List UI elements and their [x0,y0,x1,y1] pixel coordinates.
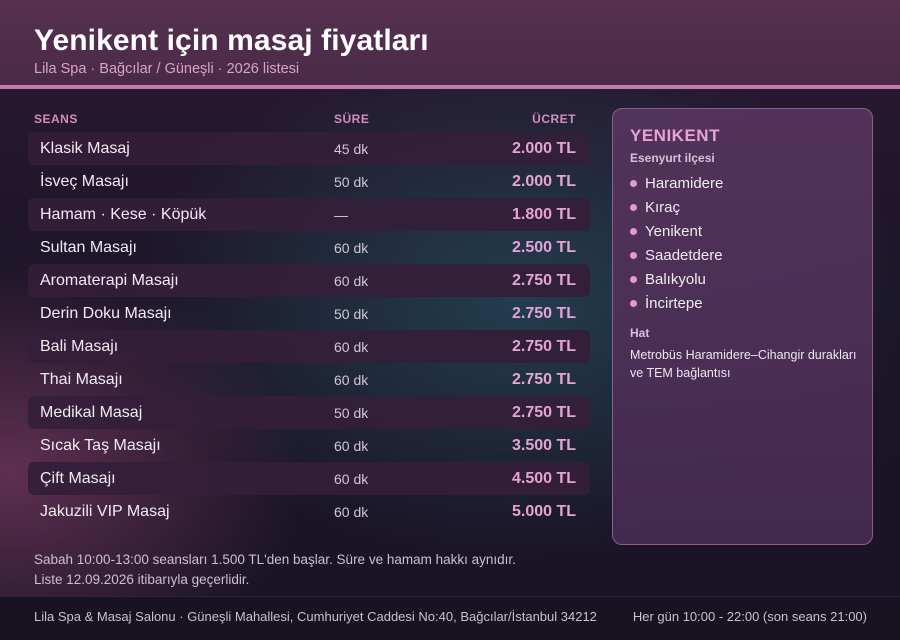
table-row: Derin Doku Masajı 50 dk 2.750 TL [28,297,590,330]
footer-address: Lila Spa & Masaj Salonu · Güneşli Mahall… [34,609,597,624]
bullet-icon [630,203,637,211]
service-name: İsveç Masajı [40,173,129,190]
list-item: Kıraç [630,195,723,219]
service-price: 2.500 TL [511,239,576,256]
list-item: Saadetdere [630,243,723,267]
service-price: 2.000 TL [511,140,576,157]
service-duration: 60 dk [334,273,369,289]
service-duration: 60 dk [334,339,369,355]
service-name: Jakuzili VIP Masaj [40,503,170,520]
location-panel: YENIKENT Esenyurt ilçesi Haramidere Kıraç… [612,108,873,545]
table-row: Medikal Masaj 50 dk 2.750 TL [28,396,590,429]
service-name: Hamam · Kese · Köpük [40,206,207,223]
service-price: 2.750 TL [511,371,576,388]
page-title: Yenikent için masaj fiyatları [34,24,429,57]
service-name: Medikal Masaj [40,404,143,421]
validity-note: Liste 12.09.2026 itibarıyla geçerlidir. [34,572,250,587]
table-row: Bali Masajı 60 dk 2.750 TL [28,330,590,363]
bullet-icon [630,179,637,187]
list-item: İncirtepe [630,291,723,315]
neighborhood-name: Yenikent [645,222,702,240]
neighborhood-name: Haramidere [645,174,724,192]
service-duration: 50 dk [334,174,369,190]
service-name: Aromaterapi Masajı [40,272,179,289]
table-row: Klasik Masaj 45 dk 2.000 TL [28,132,590,165]
table-row: Jakuzili VIP Masaj 60 dk 5.000 TL [28,495,590,528]
column-header-ucret: ÜCRET [532,112,576,126]
service-price: 2.000 TL [511,173,576,190]
service-price: 4.500 TL [511,470,576,487]
list-item: Haramidere [630,171,723,195]
bullet-icon [630,299,637,307]
column-header-seans: SEANS [34,112,78,126]
page-footer: Lila Spa & Masaj Salonu · Güneşli Mahall… [0,596,900,640]
bullet-icon [630,251,637,259]
page-header: Yenikent için masaj fiyatları Lila Spa ·… [0,0,900,89]
page-subtitle: Lila Spa · Bağcılar / Güneşli · 2026 lis… [34,61,300,77]
service-name: Çift Masajı [40,470,116,487]
service-duration: 60 dk [334,372,369,388]
list-item: Yenikent [630,219,723,243]
neighborhood-name: Balıkyolu [645,270,706,288]
table-row: Sıcak Taş Masajı 60 dk 3.500 TL [28,429,590,462]
table-row: Çift Masajı 60 dk 4.500 TL [28,462,590,495]
bullet-icon [630,227,637,235]
service-name: Sultan Masajı [40,239,137,256]
panel-district: Esenyurt ilçesi [630,151,715,165]
service-duration: 60 dk [334,471,369,487]
column-header-sure: SÜRE [334,112,370,126]
table-row: Aromaterapi Masajı 60 dk 2.750 TL [28,264,590,297]
service-duration: 60 dk [334,240,369,256]
neighborhood-name: Kıraç [645,198,681,216]
neighborhood-name: İncirtepe [645,294,703,312]
price-table: Klasik Masaj 45 dk 2.000 TL İsveç Masajı 50 … [28,132,590,528]
service-duration: 60 dk [334,438,369,454]
service-duration: 50 dk [334,306,369,322]
service-price: 5.000 TL [511,503,576,520]
table-row: Sultan Masajı 60 dk 2.500 TL [28,231,590,264]
service-duration: 45 dk [334,141,369,157]
transit-text: Metrobüs Haramidere–Cihangir durakları v… [630,348,857,380]
neighborhood-list: Haramidere Kıraç Yenikent Saadetdere Balıkyo… [630,171,723,315]
service-duration: 50 dk [334,405,369,421]
list-item: Balıkyolu [630,267,723,291]
service-name: Sıcak Taş Masajı [40,437,161,454]
bullet-icon [630,275,637,283]
service-price: 2.750 TL [511,305,576,322]
service-duration: 60 dk [334,504,369,520]
service-price: 2.750 TL [511,272,576,289]
service-name: Bali Masajı [40,338,119,355]
panel-title: YENIKENT [630,126,720,145]
service-name: Klasik Masaj [40,140,130,157]
service-price: 2.750 TL [511,338,576,355]
table-row: Hamam · Kese · Köpük — 1.800 TL [28,198,590,231]
transit-label: Hat [630,326,650,340]
service-price: 1.800 TL [511,206,576,223]
table-row: İsveç Masajı 50 dk 2.000 TL [28,165,590,198]
service-name: Thai Masajı [40,371,123,388]
service-duration: — [334,207,348,223]
service-price: 3.500 TL [511,437,576,454]
footer-hours: Her gün 10:00 - 22:00 (son seans 21:00) [632,609,867,624]
morning-note: Sabah 10:00-13:00 seansları 1.500 TL'den… [34,552,516,567]
neighborhood-name: Saadetdere [645,246,723,264]
table-row: Thai Masajı 60 dk 2.750 TL [28,363,590,396]
service-price: 2.750 TL [511,404,576,421]
service-name: Derin Doku Masajı [40,305,172,322]
